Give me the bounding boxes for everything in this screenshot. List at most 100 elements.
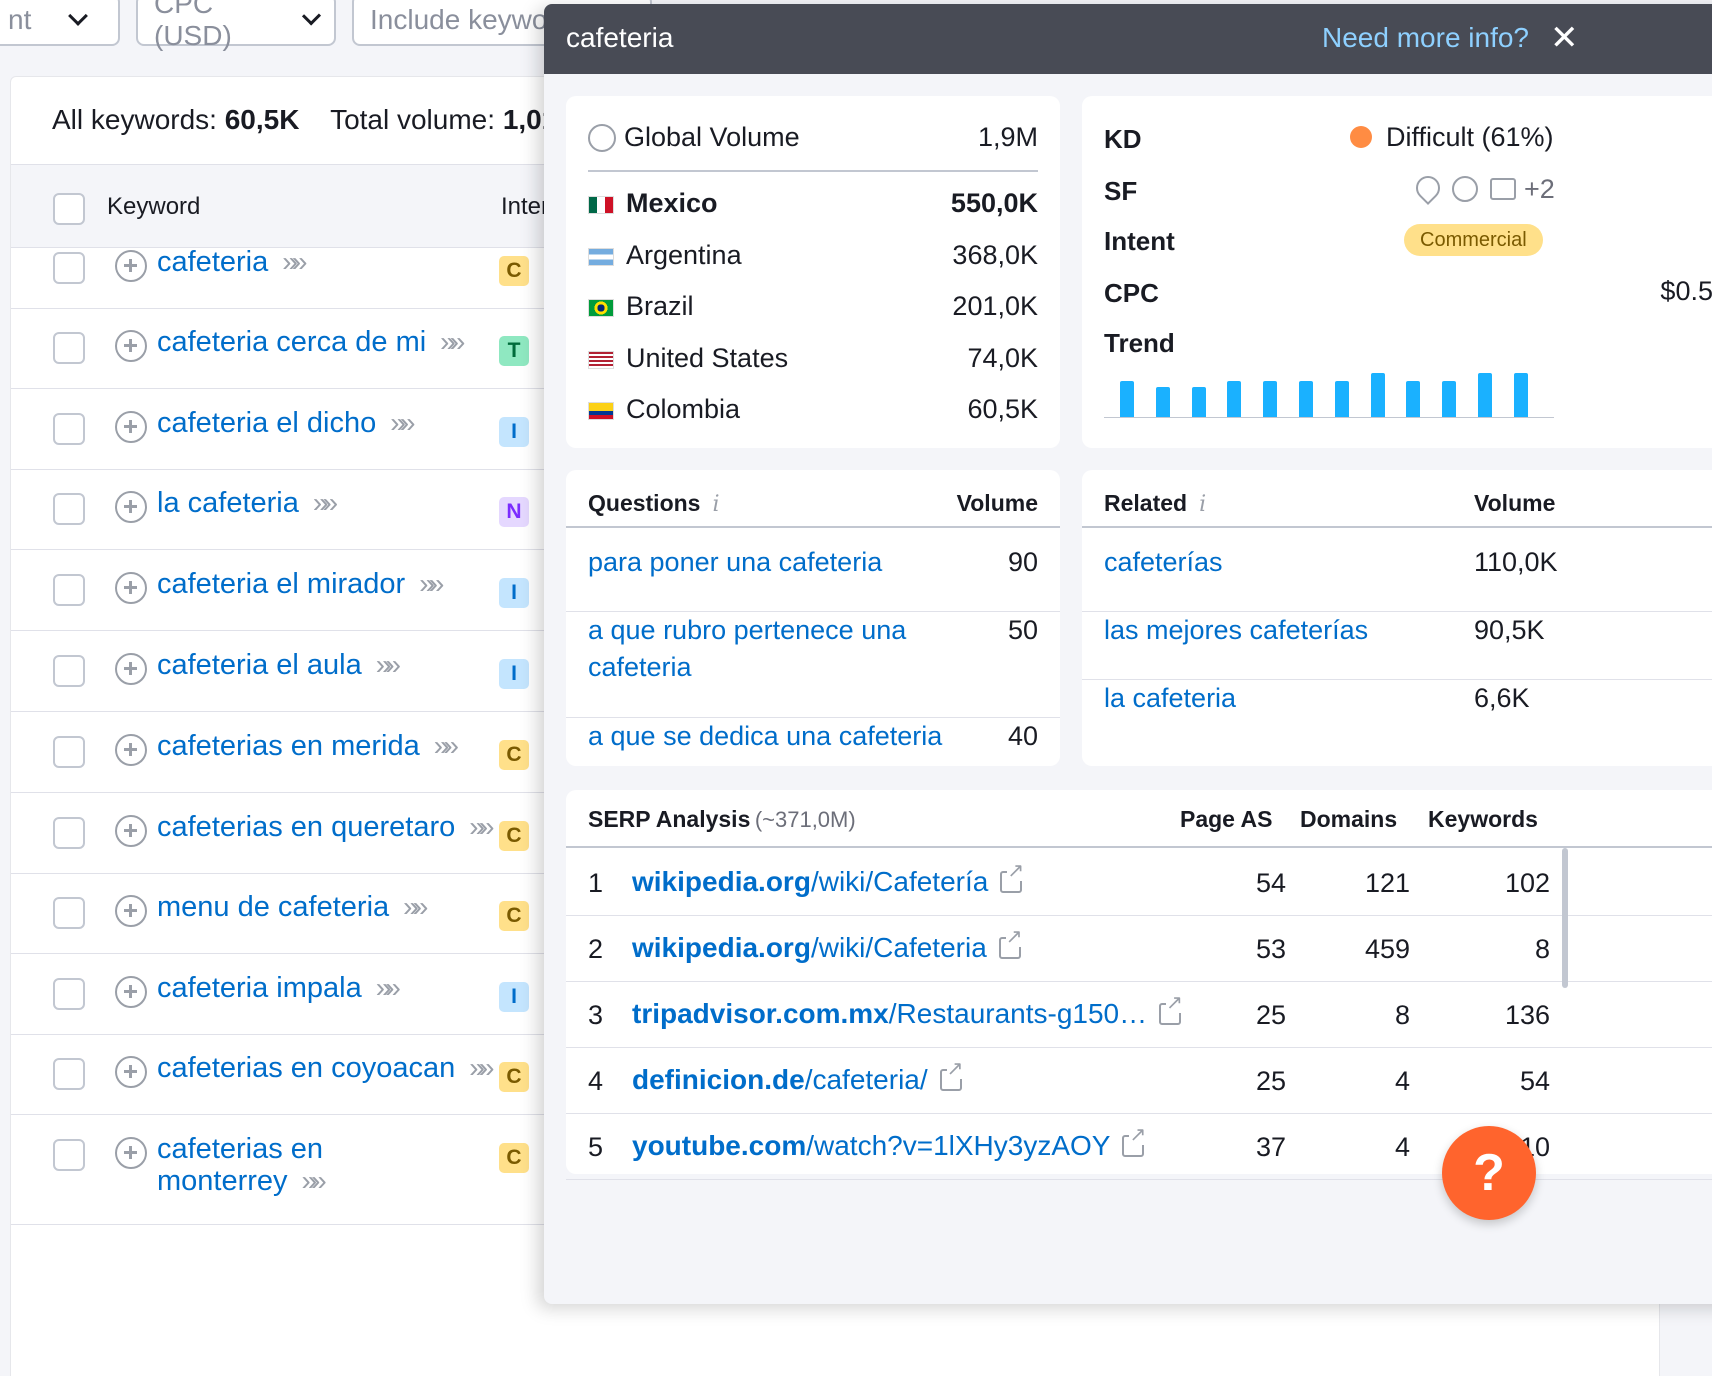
keyword-text[interactable]: cafeteria cerca de mi — [157, 326, 427, 358]
related-keyword-link[interactable]: cafeterías — [1104, 547, 1223, 577]
related-keyword-link[interactable]: las mejores cafeterías — [1104, 615, 1369, 645]
double-chevron-icon[interactable]: » — [385, 649, 400, 680]
row-checkbox[interactable] — [53, 493, 85, 525]
keyword-link[interactable]: cafeteria el mirador »» — [157, 568, 444, 601]
trend-bar[interactable] — [1191, 387, 1206, 417]
question-link[interactable]: a que se dedica una cafeteria — [588, 721, 943, 751]
need-more-info-link[interactable]: Need more info? — [1322, 22, 1530, 53]
serp-path[interactable]: /wiki/Cafetería — [810, 866, 989, 897]
trend-bar[interactable] — [1155, 387, 1170, 417]
keyword-text[interactable]: cafeterias en coyoacan — [157, 1052, 456, 1084]
serp-path[interactable]: /wiki/Cafeteria — [810, 932, 987, 963]
keyword-link[interactable]: cafeterias en merida »» — [157, 730, 459, 763]
keyword-link[interactable]: cafeteria impala »» — [157, 972, 401, 1005]
keyword-text[interactable]: la cafeteria — [157, 487, 299, 519]
keyword-text[interactable]: cafeterias en monterrey — [157, 1133, 324, 1197]
keyword-link[interactable]: cafeterias en monterrey»» — [157, 1133, 487, 1197]
keyword-text[interactable]: menu de cafeteria — [157, 891, 390, 923]
keyword-text[interactable]: cafeterias en queretaro — [157, 811, 456, 843]
keyword-link[interactable]: cafeteria el dicho »» — [157, 407, 415, 440]
info-icon[interactable]: i — [1199, 492, 1207, 517]
add-to-list-icon[interactable] — [115, 250, 147, 282]
keyword-text[interactable]: cafeteria — [157, 246, 269, 278]
double-chevron-icon[interactable]: » — [412, 891, 428, 922]
sf-more-count[interactable]: +2 — [1524, 174, 1555, 204]
add-to-list-icon[interactable] — [115, 976, 147, 1008]
keyword-link[interactable]: la cafeteria »» — [157, 487, 338, 520]
double-chevron-icon[interactable]: » — [390, 407, 405, 438]
row-checkbox[interactable] — [53, 1139, 85, 1171]
add-to-list-icon[interactable] — [115, 491, 147, 523]
external-link-icon[interactable] — [998, 927, 1023, 959]
serp-url-link[interactable]: tripadvisor.com.mx/Restaurants-g150… — [632, 993, 1183, 1030]
row-checkbox[interactable] — [53, 655, 85, 687]
double-chevron-icon[interactable]: » — [399, 407, 415, 438]
keyword-link[interactable]: menu de cafeteria »» — [157, 891, 428, 924]
double-chevron-icon[interactable]: » — [301, 1165, 317, 1196]
row-checkbox[interactable] — [53, 332, 85, 364]
keyword-link[interactable]: cafeteria »» — [157, 246, 307, 279]
double-chevron-icon[interactable]: » — [312, 487, 328, 518]
question-link[interactable]: a que rubro pertenece una cafeteria — [588, 615, 907, 682]
double-chevron-icon[interactable]: » — [375, 649, 391, 680]
serp-url-link[interactable]: definicion.de/cafeteria/ — [632, 1059, 964, 1096]
row-checkbox[interactable] — [53, 252, 85, 284]
external-link-icon[interactable] — [939, 1059, 964, 1091]
double-chevron-icon[interactable]: » — [443, 730, 458, 761]
keyword-text[interactable]: cafeteria el aula — [157, 649, 362, 681]
double-chevron-icon[interactable]: » — [375, 972, 391, 1003]
add-to-list-icon[interactable] — [115, 411, 147, 443]
intent-filter[interactable]: nt — [0, 0, 120, 46]
add-to-list-icon[interactable] — [115, 895, 147, 927]
row-checkbox[interactable] — [53, 978, 85, 1010]
trend-bar[interactable] — [1263, 380, 1278, 417]
serp-domain[interactable]: tripadvisor.com.mx — [632, 998, 889, 1029]
row-checkbox[interactable] — [53, 817, 85, 849]
trend-bar[interactable] — [1299, 380, 1313, 417]
trend-bar[interactable] — [1478, 373, 1492, 417]
row-checkbox[interactable] — [53, 897, 85, 929]
double-chevron-icon[interactable]: » — [403, 891, 418, 922]
serp-url-link[interactable]: wikipedia.org/wiki/Cafetería — [632, 861, 1025, 898]
double-chevron-icon[interactable]: » — [419, 568, 434, 599]
intent-column-header[interactable]: Inter — [501, 193, 550, 220]
add-to-list-icon[interactable] — [115, 653, 147, 685]
double-chevron-icon[interactable]: » — [311, 1165, 326, 1196]
trend-bar[interactable] — [1513, 373, 1528, 417]
keyword-link[interactable]: cafeteria cerca de mi »» — [157, 326, 465, 359]
serp-domain[interactable]: definicion.de — [632, 1064, 805, 1095]
row-checkbox[interactable] — [53, 413, 85, 445]
serp-url-link[interactable]: youtube.com/watch?v=1lXHy3yzAOY — [632, 1125, 1147, 1162]
double-chevron-icon[interactable]: » — [469, 811, 484, 842]
keyword-link[interactable]: cafeterias en coyoacan »» — [157, 1052, 494, 1085]
add-to-list-icon[interactable] — [115, 734, 147, 766]
serp-path[interactable]: /watch?v=1lXHy3yzAOY — [806, 1130, 1111, 1161]
trend-bar[interactable] — [1406, 380, 1421, 417]
add-to-list-icon[interactable] — [115, 815, 147, 847]
external-link-icon[interactable] — [1159, 993, 1183, 1025]
double-chevron-icon[interactable]: » — [449, 326, 465, 357]
keyword-text[interactable]: cafeteria el mirador — [157, 568, 406, 600]
serp-domain[interactable]: wikipedia.org — [632, 932, 811, 963]
row-checkbox[interactable] — [53, 736, 85, 768]
keyword-link[interactable]: cafeteria el aula »» — [157, 649, 401, 682]
double-chevron-icon[interactable]: » — [478, 811, 494, 842]
keyword-text[interactable]: cafeteria el dicho — [157, 407, 377, 439]
keywords-header[interactable]: Keywords — [1428, 806, 1538, 832]
serp-domain[interactable]: youtube.com — [632, 1130, 807, 1161]
serp-path[interactable]: /Restaurants-g150… — [888, 998, 1148, 1029]
trend-bar[interactable] — [1442, 380, 1457, 417]
domains-header[interactable]: Domains — [1300, 806, 1398, 832]
row-checkbox[interactable] — [53, 1058, 85, 1090]
add-to-list-icon[interactable] — [115, 1056, 147, 1088]
keyword-text[interactable]: cafeterias en merida — [157, 730, 420, 762]
double-chevron-icon[interactable]: » — [322, 487, 337, 518]
double-chevron-icon[interactable]: » — [428, 568, 444, 599]
keyword-text[interactable]: cafeteria impala — [157, 972, 362, 1004]
close-icon[interactable]: ✕ — [1550, 19, 1579, 57]
question-link[interactable]: para poner una cafeteria — [588, 547, 883, 577]
double-chevron-icon[interactable]: » — [282, 246, 297, 277]
keyword-column-header[interactable]: Keyword — [107, 193, 201, 220]
double-chevron-icon[interactable]: » — [469, 1052, 484, 1083]
info-icon[interactable]: i — [712, 492, 720, 517]
